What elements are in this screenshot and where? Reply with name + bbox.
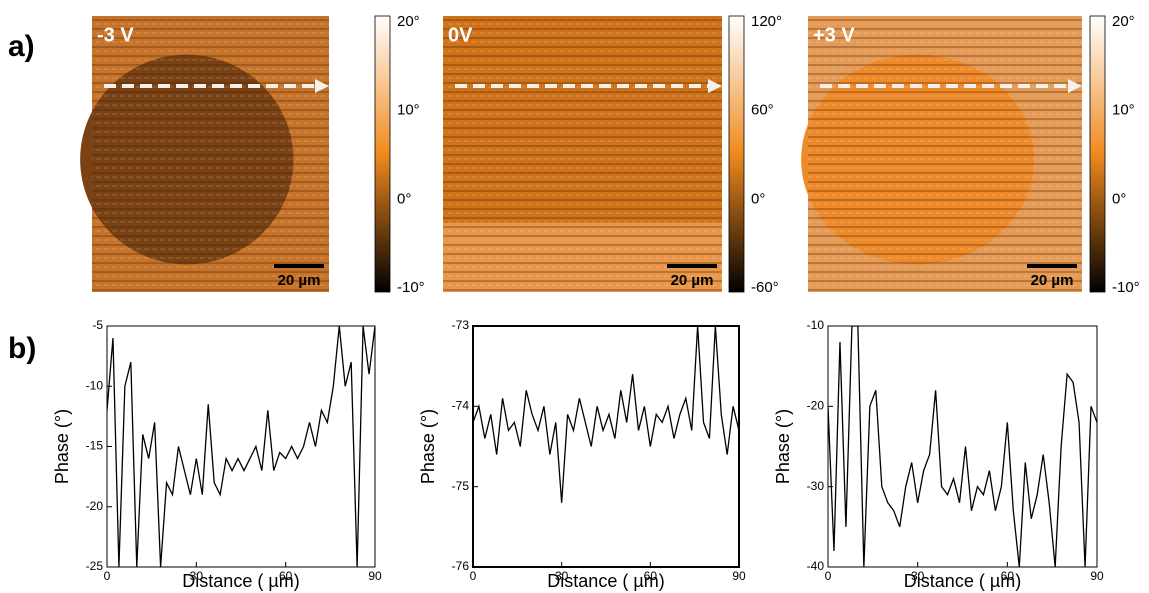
y-tick-label: -75 [452,479,470,493]
colorbar-tick-label: -10° [397,279,425,296]
x-tick-label: 30 [190,569,204,583]
x-tick-label: 0 [470,569,477,583]
y-tick-label: -74 [452,399,470,413]
y-axis-label: Phase (°) [773,409,793,484]
scale-label: 20 µm [671,272,714,289]
colorbar-tick-label: 60° [751,102,774,119]
arrow-head [315,79,329,93]
x-tick-label: 90 [1090,569,1104,583]
y-tick-label: -10 [86,378,104,392]
colorbar [728,15,745,293]
colorbar-tick-label: 0° [751,190,765,207]
x-axis-label: Distance ( µm) [904,571,1021,591]
x-tick-label: 60 [1001,569,1015,583]
x-tick-label: 0 [825,569,832,583]
y-tick-label: -15 [86,439,104,453]
x-tick-label: 90 [732,569,746,583]
y-tick-label: -20 [807,399,825,413]
image-label: 0V [448,24,473,46]
colorbar-tick-label: -10° [1112,279,1140,296]
panel-label: a) [8,30,35,63]
data-line [473,326,739,503]
x-tick-label: 90 [368,569,382,583]
scan-lines [443,16,722,292]
colorbar-tick-label: 10° [1112,102,1135,119]
colorbar-tick-label: -60° [751,279,779,296]
colorbar-tick-label: 10° [397,102,420,119]
panel-label: b) [8,332,36,365]
x-tick-label: 60 [644,569,658,583]
y-tick-label: -20 [86,499,104,513]
arrow-head [708,79,722,93]
y-tick-label: -40 [807,559,825,573]
data-line [828,326,1097,567]
x-axis-label: Distance ( µm) [182,571,299,591]
y-tick-label: -5 [92,318,103,332]
x-tick-label: 30 [911,569,925,583]
plot-frame [827,325,1098,568]
image-label: -3 V [97,24,134,46]
y-tick-label: -10 [807,318,825,332]
y-axis-label: Phase (°) [52,409,72,484]
y-tick-label: -73 [452,318,470,332]
y-axis-label: Phase (°) [418,409,438,484]
x-tick-label: 60 [279,569,293,583]
y-tick-label: -76 [452,559,470,573]
colorbar [1089,15,1106,293]
colorbar-tick-label: 20° [1112,13,1135,30]
arrow-head [1068,79,1082,93]
colorbar-tick-label: 0° [397,190,411,207]
x-tick-label: 0 [104,569,111,583]
colorbar-tick-label: 0° [1112,190,1126,207]
colorbar-tick-label: 120° [751,13,782,30]
colorbar-tick-label: 20° [397,13,420,30]
data-line [107,326,375,567]
colorbar [374,15,391,293]
y-tick-label: -30 [807,479,825,493]
plot-frame [106,325,376,568]
scan-lines [92,16,329,292]
plot-frame [472,325,740,568]
scale-label: 20 µm [278,272,321,289]
y-tick-label: -25 [86,559,104,573]
x-tick-label: 30 [555,569,569,583]
x-axis-label: Distance ( µm) [547,571,664,591]
image-label: +3 V [813,24,855,46]
scan-lines [808,16,1082,292]
scale-label: 20 µm [1031,272,1074,289]
